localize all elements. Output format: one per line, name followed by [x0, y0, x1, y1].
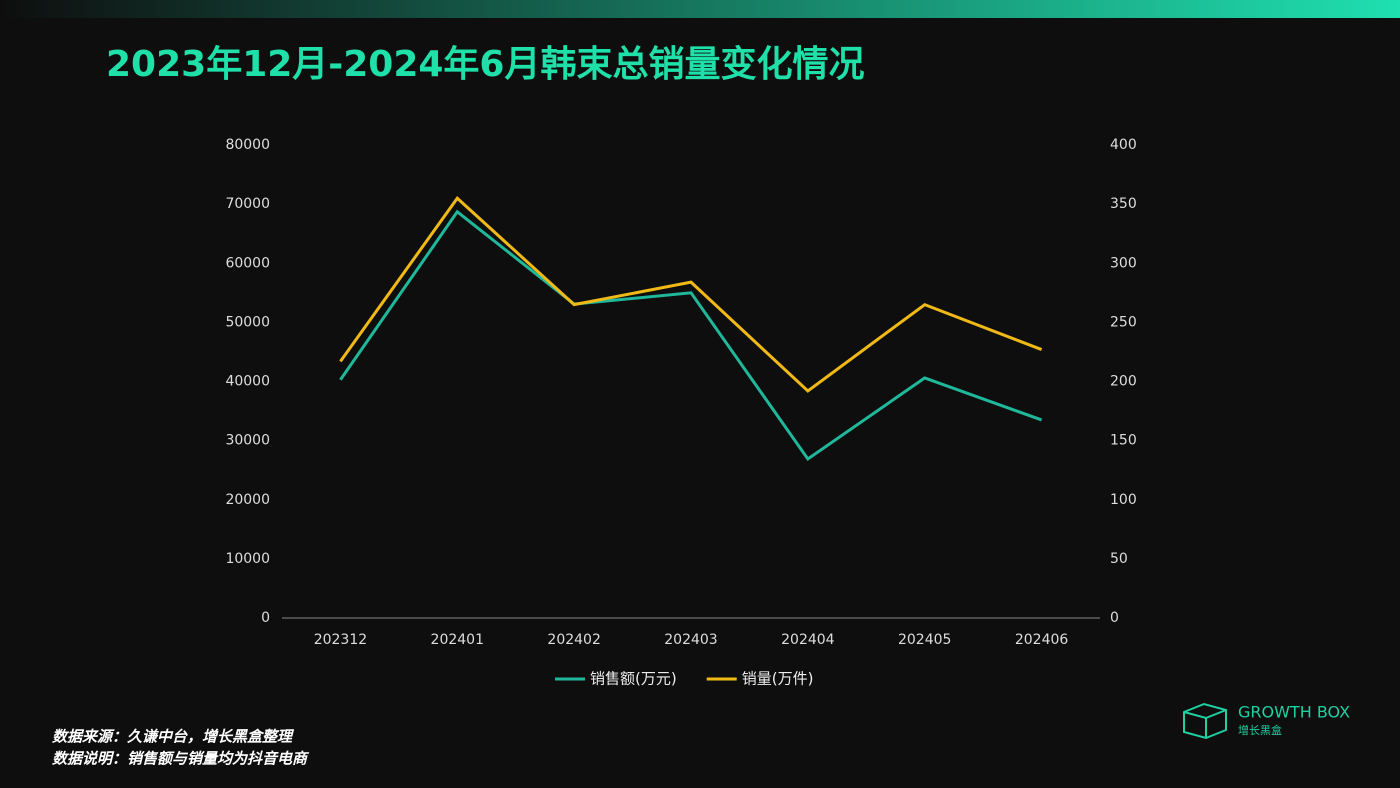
footer-note: 数据说明：销售额与销量均为抖音电商: [52, 750, 310, 768]
y2-tick-label: 100: [1110, 492, 1137, 508]
y2-tick-label: 50: [1110, 551, 1128, 567]
series-line: [339, 195, 1043, 393]
y-tick-label: 40000: [225, 374, 270, 390]
logo-icon: [1183, 702, 1227, 740]
chart-title: 2023年12月-2024年6月韩束总销量变化情况: [106, 43, 864, 85]
y2-tick-label: 0: [1110, 610, 1119, 626]
y-tick-label: 60000: [225, 255, 270, 271]
footer-source: 数据来源：久谦中台，增长黑盒整理: [52, 728, 295, 746]
x-tick-label: 202403: [664, 632, 717, 648]
logo-subtitle: 增长黑盒: [1238, 723, 1282, 737]
y-tick-label: 70000: [225, 196, 270, 212]
y-tick-label: 80000: [225, 137, 270, 153]
x-tick-label: 202405: [898, 632, 951, 648]
logo-name: GROWTH BOX: [1238, 703, 1350, 722]
y2-tick-label: 150: [1110, 433, 1137, 449]
y2-tick-label: 350: [1110, 196, 1137, 212]
top-bar: [0, 0, 1400, 18]
x-tick-label: 202401: [431, 632, 484, 648]
y2-tick-label: 200: [1110, 374, 1137, 390]
legend-label: 销售额(万元): [590, 670, 677, 688]
x-tick-label: 202312: [314, 632, 367, 648]
x-tick-label: 202402: [547, 632, 600, 648]
y-tick-label: 20000: [225, 492, 270, 508]
legend-label: 销量(万件): [742, 670, 814, 688]
y2-tick-label: 300: [1110, 255, 1137, 271]
x-tick-label: 202404: [781, 632, 835, 648]
y-tick-label: 10000: [225, 551, 270, 567]
series-line: [339, 209, 1043, 462]
y-tick-label: 30000: [225, 433, 270, 449]
y-tick-label: 0: [261, 610, 270, 626]
y2-tick-label: 400: [1110, 137, 1137, 153]
y2-tick-label: 250: [1110, 314, 1137, 330]
y-tick-label: 50000: [225, 314, 270, 330]
x-tick-label: 202406: [1015, 632, 1069, 648]
